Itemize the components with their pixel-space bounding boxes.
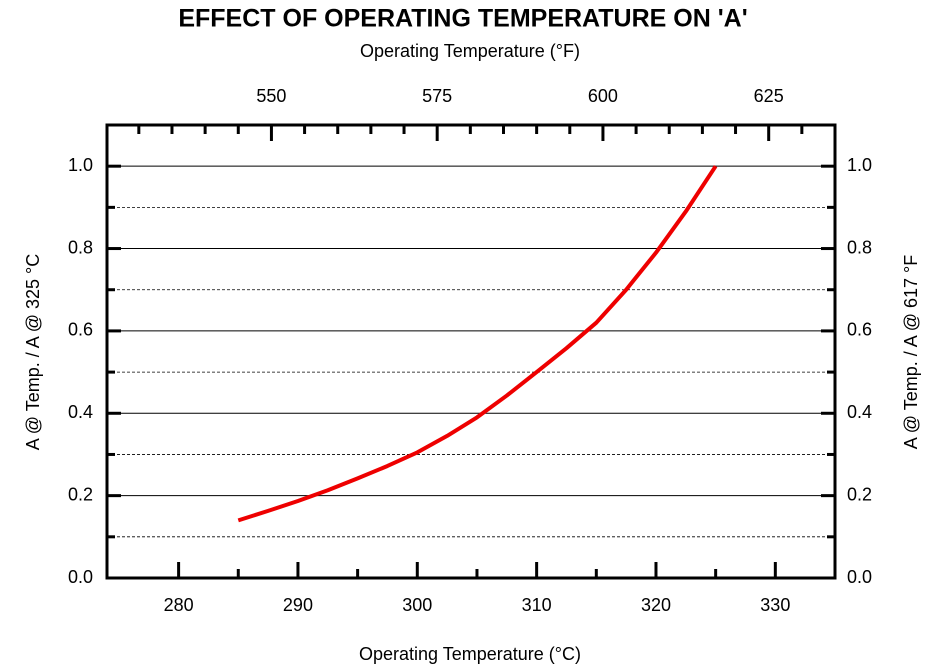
x-tick-label: 310 [522,595,552,615]
x2-axis-label: Operating Temperature (°F) [360,41,580,61]
y-tick-label: 0.4 [68,402,93,422]
x2-tick-label: 550 [256,86,286,106]
x-tick-label: 330 [760,595,790,615]
x-tick-label: 290 [283,595,313,615]
y2-tick-label: 0.2 [847,484,872,504]
plot-frame [105,123,837,580]
y-tick-label: 0.0 [68,567,93,587]
y-tick-label: 0.6 [68,320,93,340]
y-tick-label: 0.8 [68,237,93,257]
y2-tick-label: 0.0 [847,567,872,587]
y-axis-label: A @ Temp. / A @ 325 °C [23,254,43,451]
y2-tick-label: 0.6 [847,320,872,340]
x2-tick-label: 600 [588,86,618,106]
x-tick-label: 280 [164,595,194,615]
y2-tick-label: 1.0 [847,155,872,175]
x-axis-label: Operating Temperature (°C) [359,644,581,664]
y-tick-label: 1.0 [68,155,93,175]
chart-title: EFFECT OF OPERATING TEMPERATURE ON 'A' [178,5,747,33]
y-tick-label: 0.2 [68,484,93,504]
y2-axis-label: A @ Temp. / A @ 617 °F [901,255,921,450]
x-tick-label: 300 [402,595,432,615]
y2-tick-label: 0.4 [847,402,872,422]
x-tick-label: 320 [641,595,671,615]
x2-tick-label: 575 [422,86,452,106]
y2-tick-label: 0.8 [847,237,872,257]
data-line [237,165,718,523]
x2-tick-label: 625 [754,86,784,106]
